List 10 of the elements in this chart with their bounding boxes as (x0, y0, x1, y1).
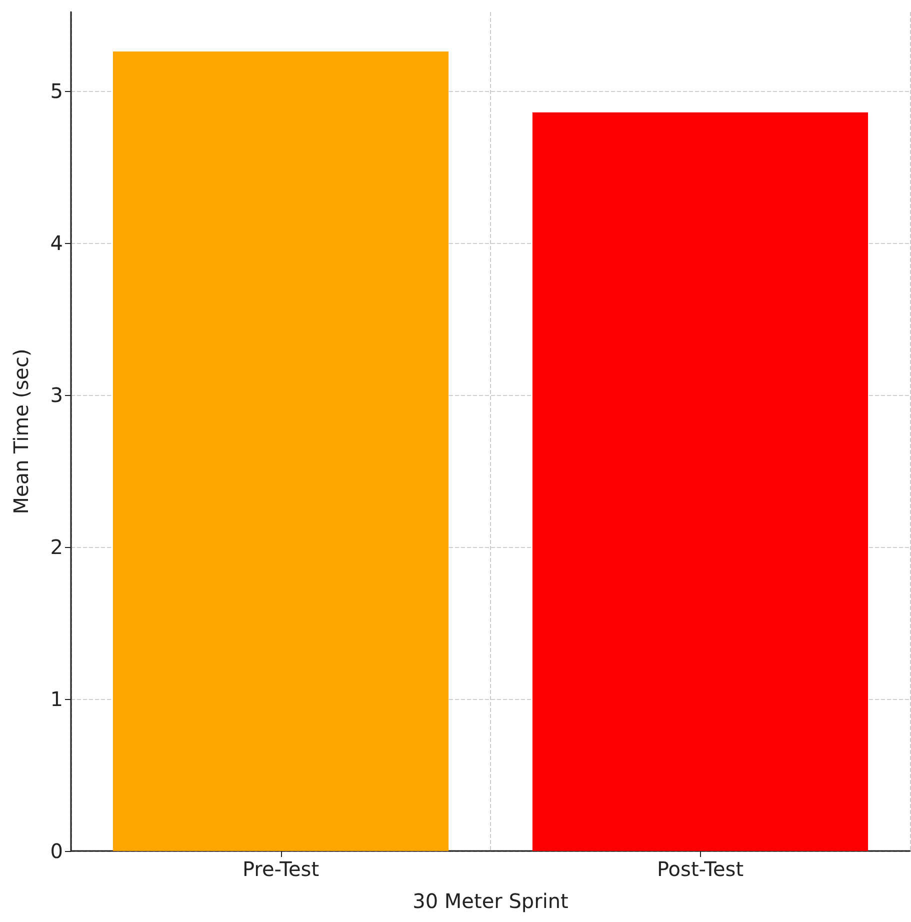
y-tick-label: 4 (50, 231, 63, 256)
x-axis-title: 30 Meter Sprint (412, 889, 569, 913)
y-tick-label: 3 (50, 383, 63, 408)
y-tick-label: 5 (50, 79, 63, 104)
y-tick-label: 1 (50, 687, 63, 712)
y-tick-label: 2 (50, 535, 63, 560)
x-tick-label: Post-Test (656, 857, 744, 881)
y-tick-label: 0 (50, 839, 63, 863)
y-axis-title: Mean Time (sec) (9, 348, 33, 514)
x-tick-label: Pre-Test (242, 857, 320, 881)
